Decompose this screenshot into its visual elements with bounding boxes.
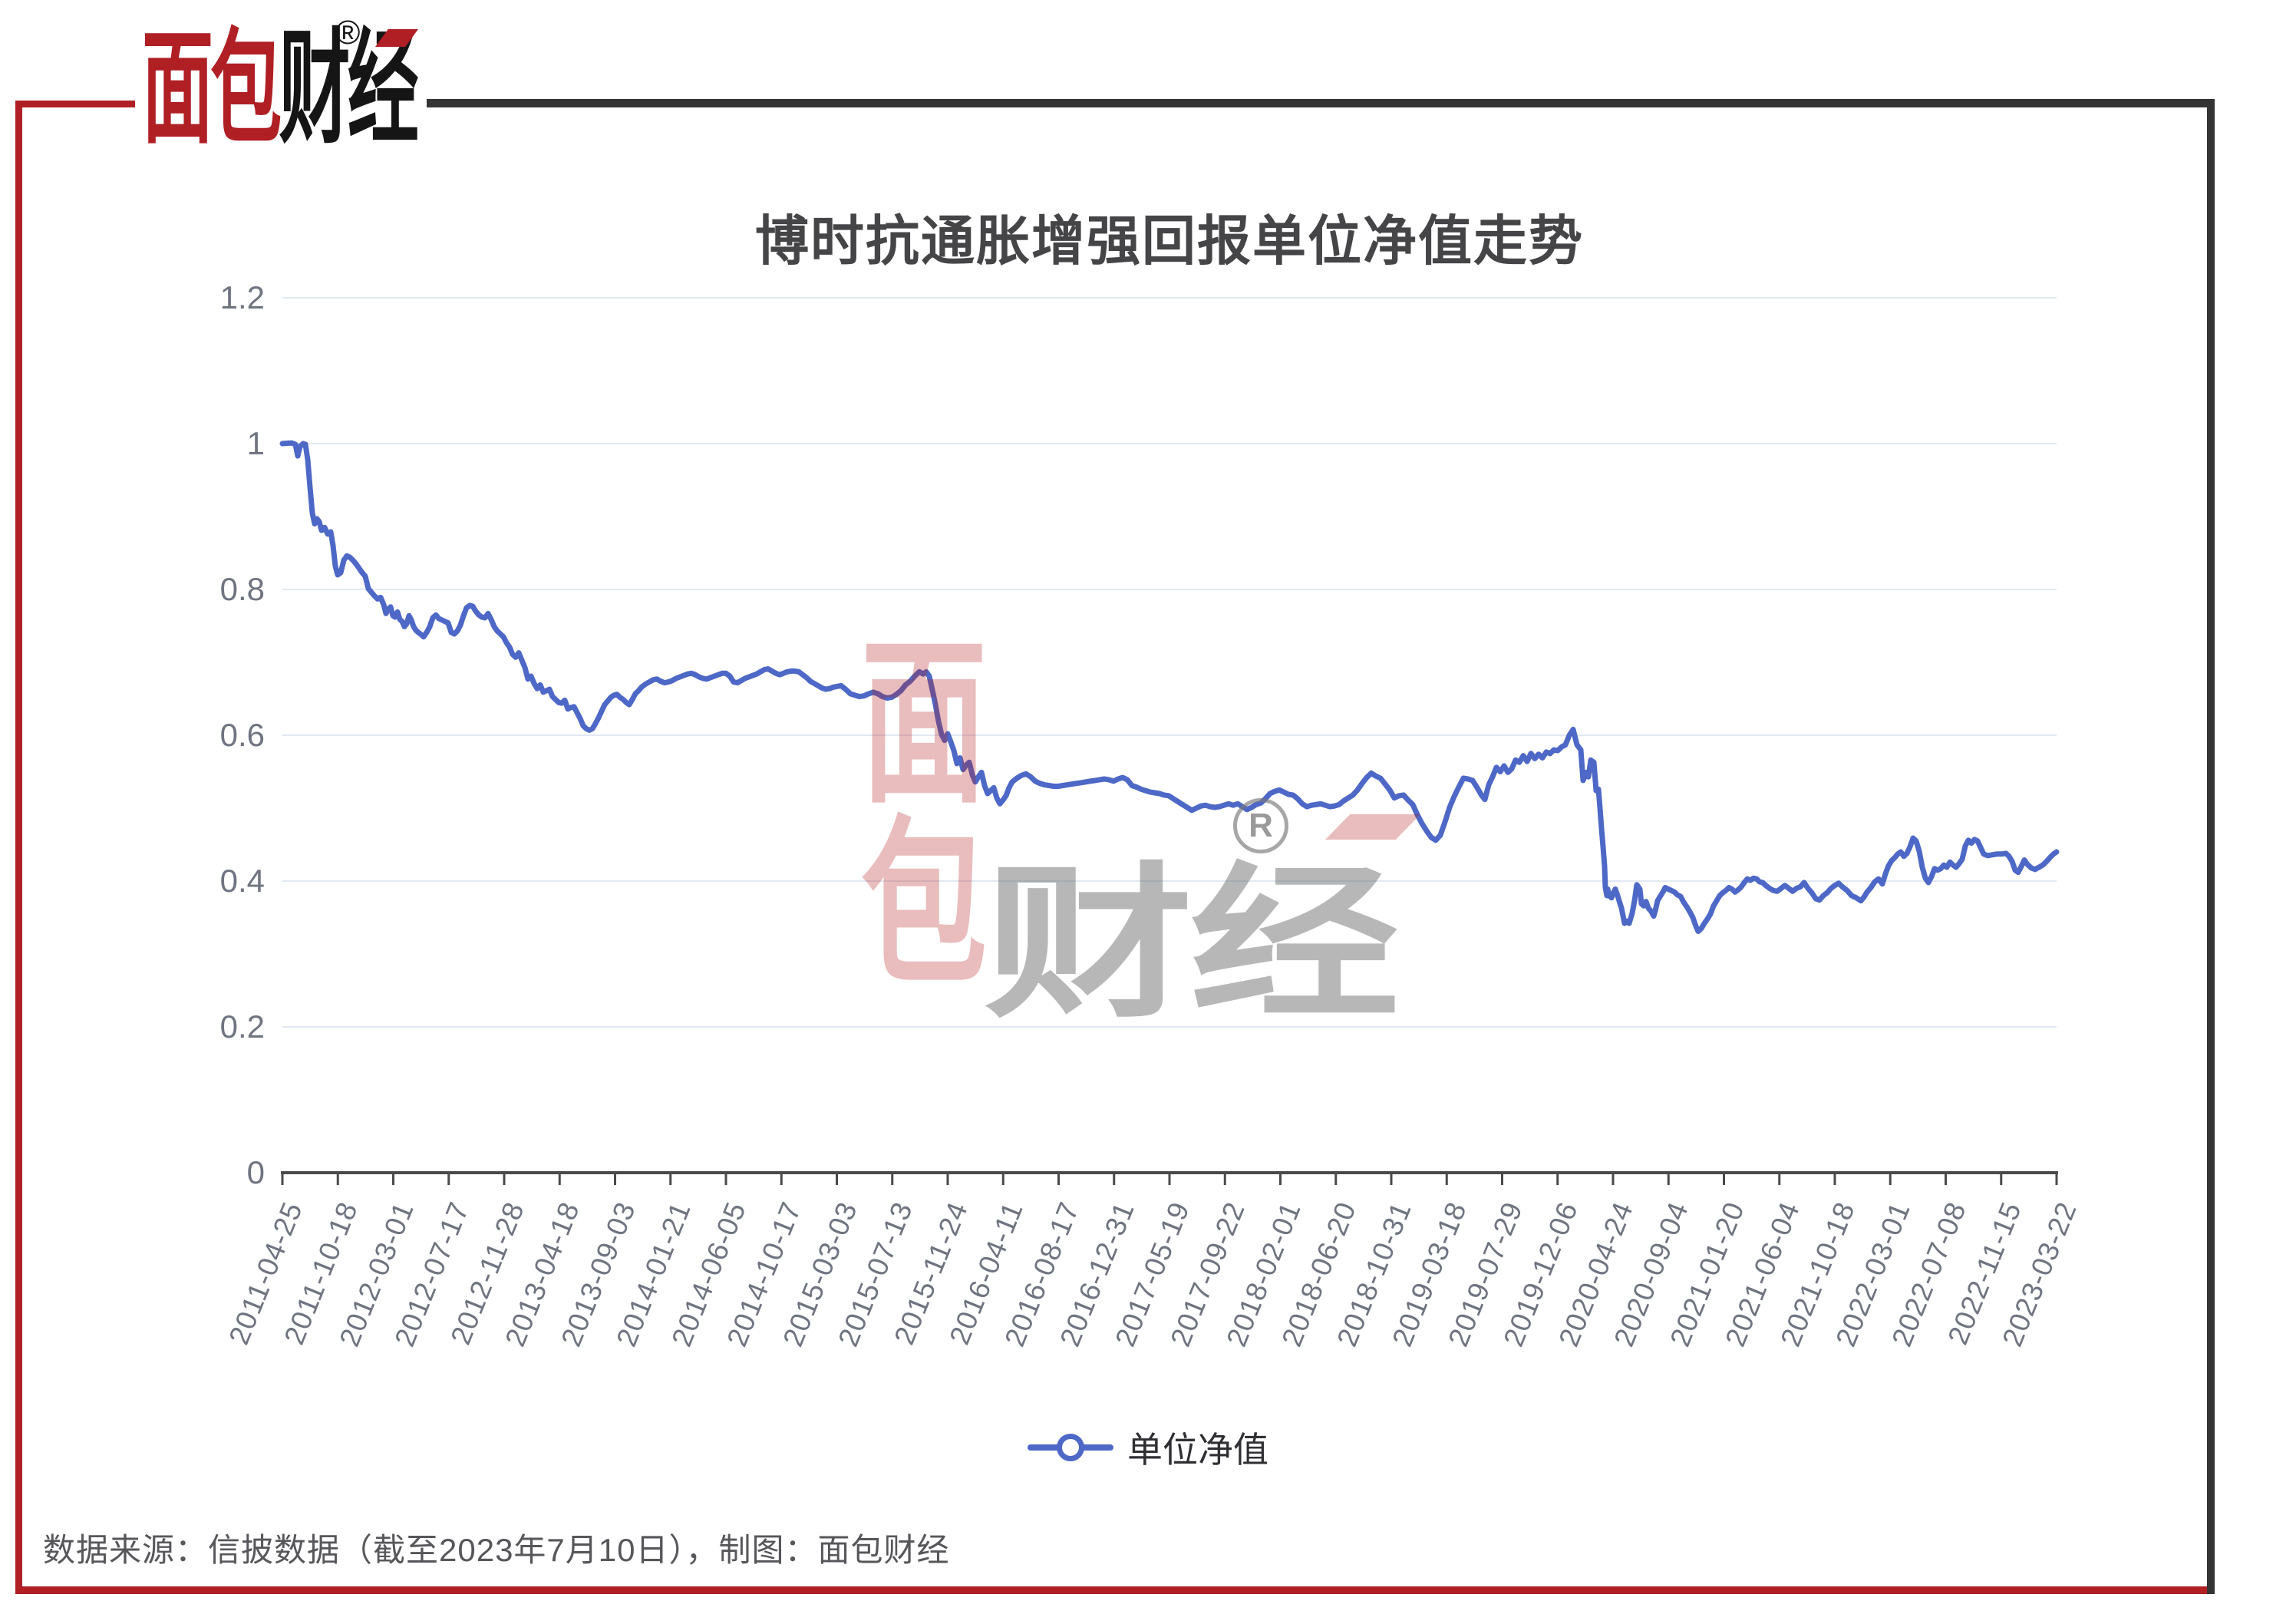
watermark-caijing-text: 财经 xyxy=(984,850,1400,1037)
watermark-registered-icon: R xyxy=(1233,798,1288,853)
y-axis-label: 1.2 xyxy=(219,279,265,315)
logo-text-red: 面包 xyxy=(142,18,282,158)
frame-topleft-red-segment xyxy=(15,101,135,107)
frame-left-red-border xyxy=(15,101,22,1593)
frame-bottom-red-border xyxy=(15,1586,2215,1594)
y-axis-label: 0.8 xyxy=(219,571,265,607)
logo-text: 面包财经 xyxy=(142,26,419,150)
logo-text-black: 财经 xyxy=(279,18,419,158)
watermark-bao-char: 包 xyxy=(861,804,987,1005)
watermark-mian-char: 面 xyxy=(861,623,987,824)
legend-item-unit-netvalue[interactable]: 单位净值 xyxy=(1028,1422,1268,1473)
frame-top-dark-border xyxy=(427,99,2215,107)
mianbao-caijing-logo: 面包财经 ® xyxy=(142,14,464,169)
y-axis-label: 1 xyxy=(246,425,265,461)
y-axis-label: 0.2 xyxy=(219,1008,265,1045)
y-axis-label: 0.6 xyxy=(219,717,265,753)
y-axis-label: 0.4 xyxy=(219,863,265,899)
legend: 单位净值 xyxy=(0,1422,2296,1473)
data-source-note: 数据来源：信披数据（截至2023年7月10日），制图：面包财经 xyxy=(43,1532,950,1568)
logo-trapezoid-accent xyxy=(375,29,418,47)
registered-trademark-icon: ® xyxy=(335,14,361,51)
legend-circle-icon xyxy=(1057,1434,1084,1461)
frame-right-dark-border xyxy=(2207,99,2215,1594)
y-axis-label: 0 xyxy=(246,1154,265,1190)
legend-label: 单位净值 xyxy=(1127,1430,1268,1470)
netvalue-series-line[interactable] xyxy=(279,440,2060,934)
line-with-circle-marker-icon xyxy=(1028,1433,1113,1462)
chart-title: 博时抗通胀增强回报单位净值走势 xyxy=(755,211,1584,271)
